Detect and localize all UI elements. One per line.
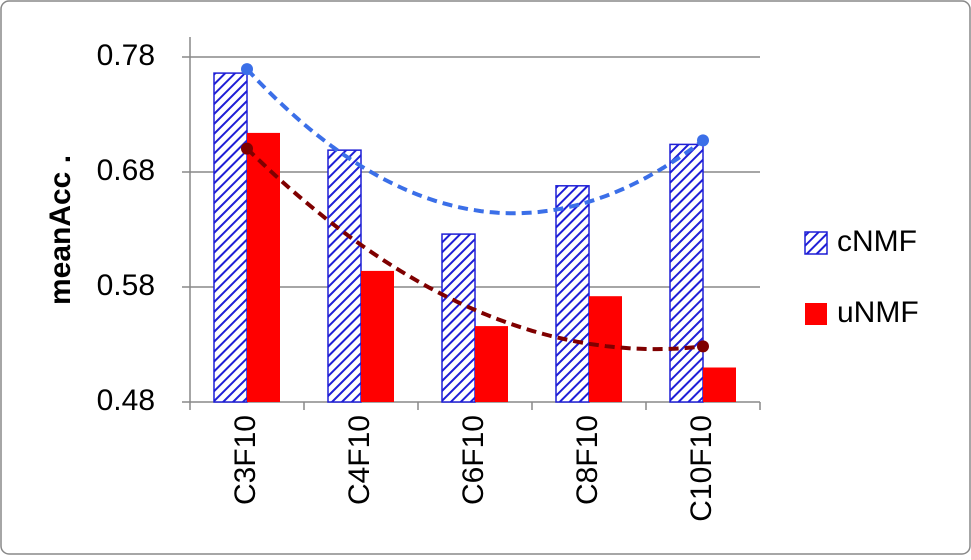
bar [555, 185, 590, 403]
x-tick-label: C6F10 [457, 415, 490, 505]
bar [327, 149, 362, 403]
y-tick-label: 0.58 [97, 269, 155, 302]
bar [475, 326, 508, 402]
bar [441, 233, 476, 403]
bar [247, 132, 280, 402]
x-tick-label: C4F10 [343, 415, 376, 505]
trend-end [241, 63, 253, 76]
x-tick-label: C8F10 [571, 415, 604, 505]
bar [213, 72, 248, 403]
bar [589, 296, 622, 402]
trend-end [241, 142, 253, 155]
bar [361, 270, 394, 402]
bar [669, 143, 704, 403]
y-tick-label: 0.48 [97, 384, 155, 417]
y-tick-label: 0.68 [97, 154, 155, 187]
x-tick-label: C3F10 [229, 415, 262, 505]
legend-swatch [805, 303, 827, 325]
y-axis-title: meanAcc . [44, 155, 77, 305]
y-tick-label: 0.78 [97, 39, 155, 72]
trend-end [697, 340, 709, 353]
legend-label: uNMF [837, 296, 919, 329]
legend-swatch [804, 231, 828, 255]
legend-label: cNMF [837, 225, 917, 258]
trend-line [245, 147, 704, 352]
trend-line [245, 67, 705, 216]
bar [703, 367, 736, 402]
x-tick-label: C10F10 [685, 415, 718, 522]
trend-end [697, 134, 709, 147]
